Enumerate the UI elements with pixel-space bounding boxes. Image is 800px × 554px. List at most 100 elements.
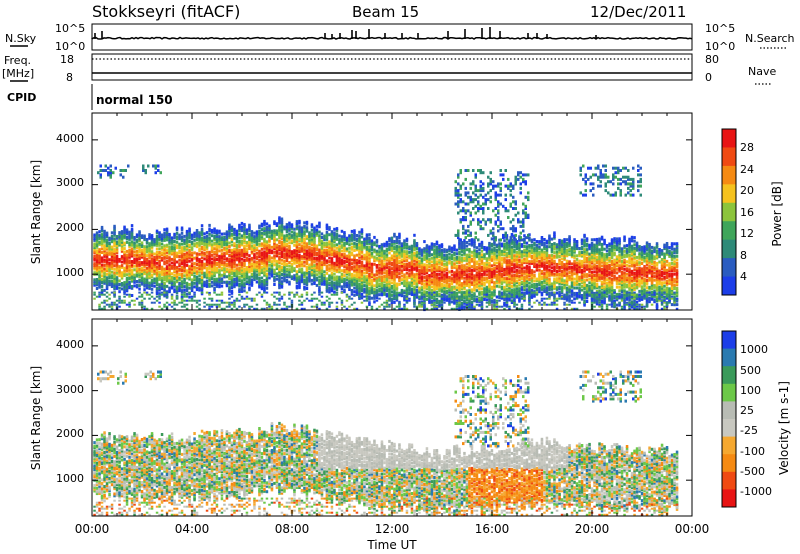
power-cell [93,249,96,253]
power-cell [150,252,154,255]
power-cell [123,274,126,277]
power-cell [470,254,474,258]
power-cell [370,262,374,266]
power-cell [170,250,174,254]
power-near-cell [485,293,489,296]
power-near-cell [390,293,394,296]
power-cell [168,247,171,251]
power-cell [200,227,204,231]
power-cell [105,235,109,239]
power-near-cell [305,291,309,294]
power-cell [105,262,109,265]
power-near-cell [208,305,211,308]
power-cell [158,283,161,287]
power-near-cell [210,297,214,300]
power-cell [283,252,286,256]
power-cell [190,240,194,244]
power-cell [238,248,241,252]
power-cell [360,269,364,273]
power-near-cell [505,305,509,308]
power-cell [118,286,121,290]
power-near-cell [173,303,176,306]
power-cell [140,280,144,284]
power-near-cell [300,303,304,306]
power-cell [223,252,226,256]
power-cell [373,273,376,277]
power-cell [168,256,171,260]
power-cell [155,238,159,242]
power-cell [115,249,119,253]
power-cell [225,230,229,234]
power-cell [483,246,486,249]
power-cell [220,284,224,288]
power-cell [120,248,124,251]
power-near-cell [143,297,146,300]
power-near-cell [220,291,224,294]
power-near-cell [233,301,236,304]
power-cell [133,284,136,288]
power-near-cell [480,303,484,306]
power-cell [450,286,454,289]
power-cell [328,233,331,237]
power-near-cell [420,305,424,308]
power-near-cell [315,303,319,306]
power-cell [330,280,334,284]
power-cell [455,286,459,290]
power-cell [95,265,99,269]
power-near-cell [143,291,146,294]
power-cell [393,250,396,254]
power-cell [260,231,264,235]
power-near-cell [145,293,149,296]
power-cell [410,244,414,248]
power-cell [455,252,459,256]
power-cell [120,273,124,277]
power-cell [175,251,179,255]
power-cell [115,276,119,280]
power-cell [470,268,474,272]
power-cell [150,250,154,254]
power-cell [330,230,334,234]
power-cell [300,226,304,230]
power-cell [115,269,119,272]
power-near-cell [363,291,366,294]
power-cell [140,241,144,245]
power-near-cell [275,297,279,300]
power-cell [113,275,116,278]
power-cell [375,244,379,248]
power-cell [245,280,249,284]
power-near-cell [205,291,209,294]
power-cell [118,283,121,286]
power-cell [428,257,431,261]
power-cell [278,264,281,268]
nave-tick-bottom: 0 [705,71,712,84]
power-cell [348,246,351,250]
power-cell [123,254,126,258]
power-near-cell [243,303,246,306]
power-cell [160,271,164,275]
power-cell [168,286,171,290]
power-cell [388,280,391,284]
power-cell [248,275,251,279]
power-near-cell [163,291,166,294]
nave-tick-top: 80 [705,53,719,66]
power-cell [155,247,159,251]
power-cell [125,287,129,291]
power-cell [383,271,386,275]
power-cell [98,266,101,269]
power-cell [253,235,256,239]
power-cell [460,257,464,260]
power-cell [413,285,416,289]
power-near-cell [298,295,301,298]
power-cell [175,253,179,257]
power-cell [205,279,209,283]
power-cell [460,291,464,295]
power-cell [273,268,276,272]
power-cell [458,265,461,268]
power-cell [113,240,116,244]
power-near-cell [113,291,116,294]
power-near-cell [208,293,211,296]
power-cell [123,291,126,295]
power-cell [190,262,194,266]
power-cell [143,279,146,283]
power-cell [113,230,116,234]
